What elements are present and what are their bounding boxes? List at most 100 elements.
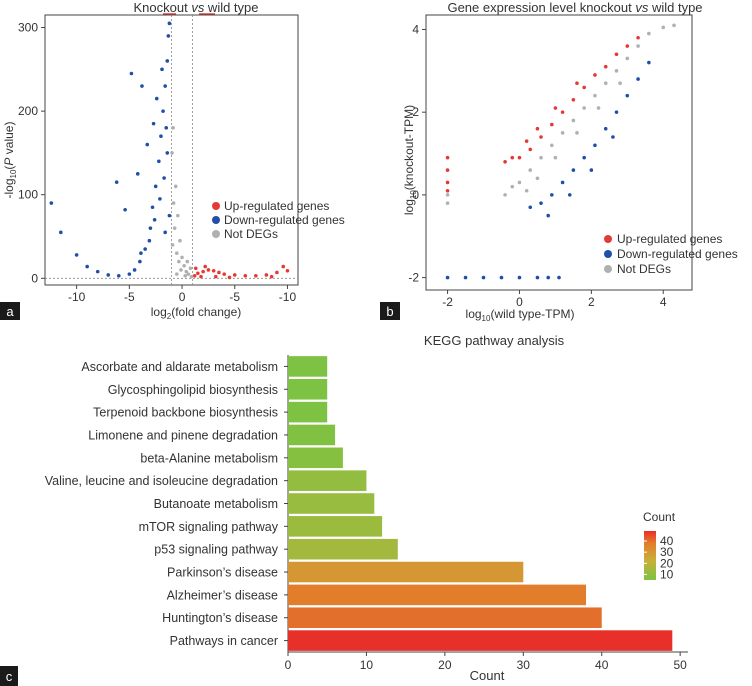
panel-c-tag: c: [6, 669, 13, 684]
bar: [288, 538, 398, 560]
data-point: [571, 118, 576, 123]
data-point: [528, 205, 533, 210]
category-label: p53 signaling pathway: [154, 543, 278, 557]
data-point: [164, 126, 169, 130]
colorbar-tick-label: 10: [660, 567, 674, 581]
data-point: [170, 151, 174, 155]
data-point: [550, 143, 554, 148]
data-point: [539, 135, 543, 139]
bar: [288, 378, 328, 400]
x-tick-label: -10: [68, 290, 86, 304]
data-point: [625, 93, 630, 98]
colorbar-gradient: [644, 531, 656, 580]
bar: [288, 356, 328, 377]
x-tick-label: 10: [360, 658, 374, 672]
data-point: [193, 266, 198, 271]
category-label: Butanoate metabolism: [154, 497, 278, 511]
data-point: [264, 273, 269, 277]
data-point: [603, 126, 608, 131]
data-point: [567, 193, 572, 197]
data-point: [232, 273, 237, 277]
data-point: [176, 213, 180, 218]
legend-label-not-b: Not DEGs: [617, 262, 671, 276]
data-point: [499, 275, 504, 280]
x-tick-label: -5: [124, 290, 135, 304]
data-point: [139, 251, 143, 256]
data-point: [154, 96, 159, 101]
legend-label-up-b: Up-regulated genes: [617, 232, 722, 246]
panel-b-scatter-plot: Gene expression level knockout vs wild t…: [380, 0, 738, 323]
y-tick-label: 0: [31, 271, 38, 285]
data-point: [177, 259, 181, 264]
data-point: [132, 268, 137, 272]
data-point: [560, 180, 565, 185]
data-point: [160, 67, 164, 72]
panel-c-bar-chart: KEGG pathway analysis Ascorbate and alda…: [0, 333, 688, 686]
data-point: [174, 272, 179, 276]
legend-label-down: Down-regulated genes: [224, 213, 345, 227]
y-tick-label: 100: [18, 188, 38, 202]
data-point: [143, 247, 147, 251]
data-point: [672, 23, 676, 28]
panel-a-title: Knockout vs wild type: [133, 0, 258, 15]
category-label: Parkinson’s disease: [167, 566, 278, 580]
data-point: [161, 109, 165, 113]
data-point: [575, 81, 579, 86]
panel-a-volcano-plot: Knockout vs wild type -10 -5 0 -5 -10 0 100 200…: [0, 0, 345, 321]
colorbar-title: Count: [643, 510, 676, 524]
legend-swatch-up-b: [604, 235, 612, 243]
data-point: [285, 268, 290, 273]
category-label: Limonene and pinene degradation: [88, 428, 278, 442]
bar: [288, 424, 336, 446]
panel-b-title: Gene expression level knockout vs wild t…: [447, 0, 702, 15]
data-point: [517, 155, 522, 160]
data-point: [152, 217, 157, 222]
data-point: [151, 121, 156, 126]
bar: [288, 493, 375, 514]
data-point: [199, 274, 203, 279]
legend-label-not: Not DEGs: [224, 227, 278, 241]
data-point: [227, 275, 232, 280]
data-point: [560, 110, 565, 114]
panel-b-plot-area: -2 0 2 4 -2 0 2 4: [408, 14, 693, 309]
data-point: [528, 168, 533, 172]
data-point: [166, 34, 171, 38]
category-label: Glycosphingolipid biosynthesis: [108, 383, 278, 397]
panel-a-y-axis-label: -log10(P value): [2, 122, 18, 199]
data-point: [571, 168, 576, 172]
x-tick-label: 0: [516, 295, 523, 309]
data-point: [593, 93, 597, 98]
data-point: [571, 97, 576, 102]
y-tick-label: -2: [408, 271, 419, 285]
data-point: [213, 274, 218, 279]
data-point: [222, 272, 227, 276]
data-point: [625, 56, 630, 61]
bar: [288, 584, 587, 606]
legend-label-up: Up-regulated genes: [224, 199, 329, 213]
panel-b-x-axis-label: log10(wild type-TPM): [466, 307, 575, 323]
data-point: [636, 77, 640, 81]
data-point: [503, 193, 507, 197]
data-point: [510, 184, 515, 189]
data-point: [445, 275, 450, 280]
bar: [288, 516, 383, 537]
data-point: [254, 274, 258, 278]
panel-c-tag-box: [0, 666, 18, 686]
data-point: [593, 143, 597, 148]
data-point: [85, 264, 89, 269]
panel-c-x-axis-label: Count: [470, 668, 505, 683]
data-point: [517, 180, 522, 185]
data-point: [611, 135, 615, 139]
data-point: [217, 270, 221, 275]
data-point: [550, 122, 554, 127]
data-point: [188, 266, 193, 271]
y-tick-label: 4: [412, 22, 419, 36]
data-point: [171, 201, 176, 205]
data-point: [535, 275, 540, 280]
data-point: [183, 274, 188, 278]
data-point: [445, 201, 450, 205]
data-point: [618, 81, 622, 86]
data-point: [463, 275, 468, 280]
panel-c-title: KEGG pathway analysis: [424, 333, 565, 348]
